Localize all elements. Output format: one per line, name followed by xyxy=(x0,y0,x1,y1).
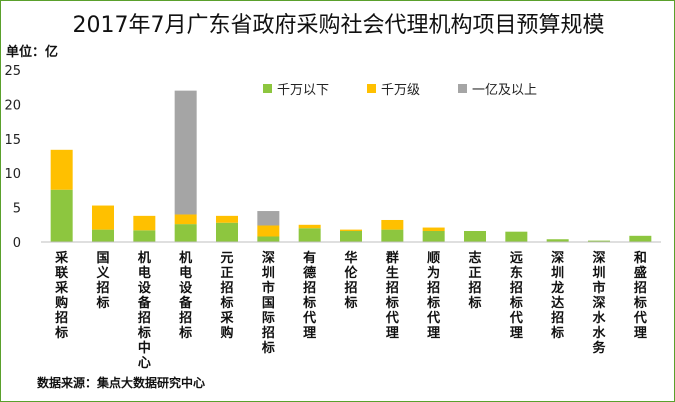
bar-0-series-0 xyxy=(50,189,73,242)
bar-14-series-0 xyxy=(629,235,652,242)
bar-2-series-0 xyxy=(133,230,156,242)
bar-3-series-1 xyxy=(174,214,197,225)
bar-8-series-1 xyxy=(381,219,404,230)
bar-2-series-1 xyxy=(133,215,156,231)
bar-5-series-0 xyxy=(257,236,280,242)
x-tick-label-7: 华伦招标 xyxy=(344,251,358,311)
bar-4-series-0 xyxy=(216,222,238,242)
legend-label-series-0: 千万以下 xyxy=(277,83,330,98)
x-tick-label-1: 国义招标 xyxy=(96,251,110,311)
bar-7-series-1 xyxy=(340,229,362,231)
y-tick-label-4: 20 xyxy=(4,98,21,113)
bar-12-series-0 xyxy=(546,239,569,242)
chart-title: 2017年7月广东省政府采购社会代理机构项目预算规模 xyxy=(72,13,605,38)
legend-swatch-series-2 xyxy=(458,84,468,93)
x-tick-label-2: 机电设备招标中心 xyxy=(137,251,151,371)
x-tick-label-3: 机电设备招标 xyxy=(179,251,193,341)
bar-8-series-0 xyxy=(381,229,404,242)
bar-13-series-0 xyxy=(588,240,610,242)
legend-label-series-1: 千万级 xyxy=(381,83,421,98)
bar-5-series-2 xyxy=(257,211,280,226)
bar-9-series-0 xyxy=(422,230,445,242)
bar-5-series-1 xyxy=(257,225,280,237)
legend-item-series-0: 千万以下 xyxy=(263,79,329,98)
x-tick-label-14: 和盛招标代理 xyxy=(633,251,647,341)
y-tick-label-2: 10 xyxy=(4,167,21,182)
bar-3-series-0 xyxy=(174,224,197,242)
x-tick-label-6: 有德招标代理 xyxy=(303,251,317,341)
x-tick-label-12: 深圳龙达招标 xyxy=(551,251,565,341)
unit-label: 单位：亿 xyxy=(6,45,59,60)
bar-9-series-1 xyxy=(422,227,445,231)
bar-11-series-0 xyxy=(505,231,528,242)
bar-6-series-0 xyxy=(298,228,321,242)
bar-7-series-0 xyxy=(340,230,362,242)
x-tick-label-8: 群生招标代理 xyxy=(385,251,399,341)
source-label: 数据来源：集点大数据研究中心 xyxy=(37,376,206,390)
bar-6-series-1 xyxy=(298,224,321,229)
bar-1-series-1 xyxy=(92,205,114,230)
bar-10-series-0 xyxy=(464,230,486,242)
legend: 千万以下 千万级 一亿及以上 xyxy=(263,79,575,98)
bar-0-series-1 xyxy=(50,149,73,190)
legend-swatch-series-0 xyxy=(263,84,272,93)
bar-4-series-1 xyxy=(216,215,238,223)
x-tick-label-13: 深圳市深水水务 xyxy=(592,251,606,356)
y-tick-label-0: 0 xyxy=(13,236,21,251)
x-tick-label-9: 顺为招标代理 xyxy=(427,251,441,341)
x-tick-label-10: 志正招标 xyxy=(468,251,482,311)
x-tick-label-11: 远东招标代理 xyxy=(509,251,523,341)
y-tick-label-3: 15 xyxy=(4,133,21,148)
legend-label-series-2: 一亿及以上 xyxy=(472,83,538,98)
legend-swatch-series-1 xyxy=(367,84,377,93)
x-tick-label-0: 采联采购招标 xyxy=(55,251,69,341)
legend-item-series-2: 一亿及以上 xyxy=(458,79,537,98)
legend-item-series-1: 千万级 xyxy=(367,79,420,98)
x-tick-label-4: 元正招标采购 xyxy=(220,251,234,341)
y-tick-label-1: 5 xyxy=(13,202,21,217)
x-tick-label-5: 深圳市国际招标 xyxy=(261,251,275,356)
bar-3-series-2 xyxy=(174,90,197,215)
y-tick-label-5: 25 xyxy=(4,64,21,79)
bar-1-series-0 xyxy=(92,229,114,242)
